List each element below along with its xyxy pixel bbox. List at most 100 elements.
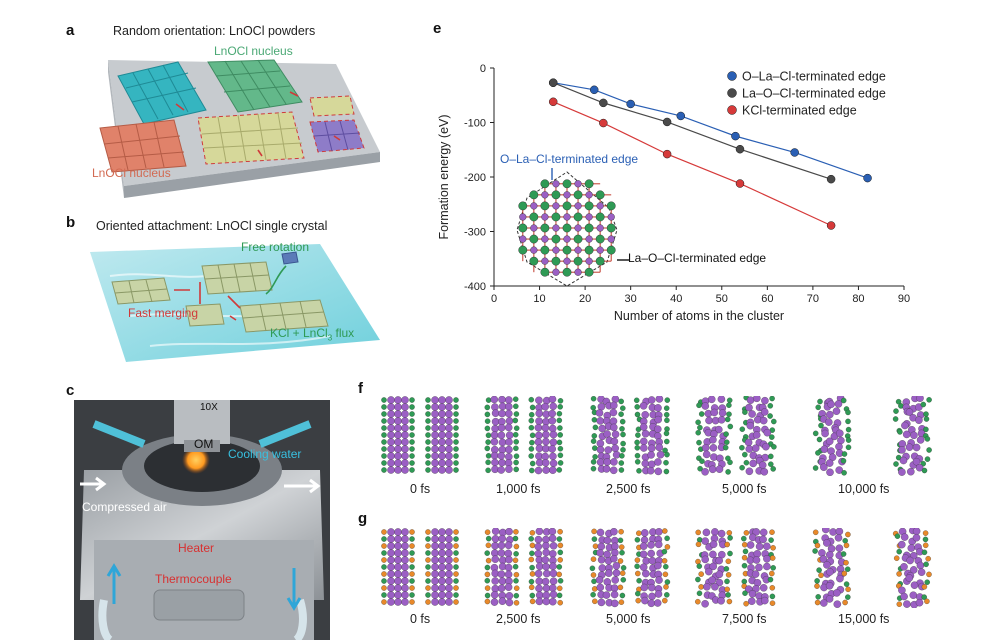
md-atom (425, 446, 431, 452)
md-atom (549, 466, 557, 474)
md-atom (513, 466, 519, 473)
md-atom (409, 585, 415, 591)
md-atom (381, 397, 387, 403)
md-atom (490, 591, 499, 599)
md-atom (453, 543, 459, 549)
md-atom (726, 397, 733, 404)
md-atom (763, 542, 771, 551)
md-atom (505, 445, 513, 454)
md-atom (816, 436, 823, 443)
md-atom (696, 402, 702, 409)
md-atom (512, 431, 519, 438)
md-atom (394, 417, 402, 425)
md-atom (915, 403, 923, 411)
md-atom (661, 548, 668, 555)
md-atom (590, 438, 597, 444)
md-atom (715, 578, 724, 587)
md-atom (490, 438, 499, 446)
md-atom (769, 585, 776, 591)
flux-label-text: KCl + LnCl (270, 326, 328, 340)
md-atom (445, 528, 453, 536)
md-atom (542, 437, 550, 446)
substrate-side (124, 152, 380, 198)
md-atom (715, 570, 724, 579)
md-atom (698, 571, 704, 577)
formation-energy-chart: 0 10 20 30 40 50 60 70 80 90 0 -100 -200 -300 -400 Numb… (437, 63, 910, 323)
data-point (599, 98, 608, 108)
md-atom (711, 583, 719, 591)
md-atom (596, 445, 605, 454)
legend-entry-2: KCl-terminated edge (742, 104, 857, 118)
md-atom (513, 592, 520, 599)
md-atom (907, 544, 916, 552)
md-atom (409, 599, 415, 605)
md-atom (431, 577, 439, 585)
inset-bottom-label: La–O–Cl-terminated edge (628, 251, 767, 265)
md-atom (845, 418, 851, 425)
md-atom (817, 398, 823, 405)
md-atom (909, 566, 918, 574)
md-atom (910, 581, 919, 589)
md-atom (512, 535, 519, 542)
snapshot-0 (381, 528, 459, 606)
md-atom (513, 543, 520, 550)
md-atom (556, 585, 563, 592)
md-atom (542, 541, 550, 550)
atom (607, 213, 615, 221)
md-atom (490, 431, 499, 439)
md-atom (490, 451, 499, 460)
md-atom (453, 578, 459, 584)
atom (562, 201, 572, 211)
md-atom (654, 404, 662, 412)
md-atom (528, 536, 534, 542)
md-atom (770, 545, 776, 551)
md-atom (541, 424, 550, 432)
md-atom (497, 431, 506, 440)
snapshot-3 (695, 394, 777, 476)
md-atom (915, 416, 923, 424)
md-atom (438, 445, 446, 453)
md-atom (401, 466, 409, 474)
md-atom (769, 395, 775, 402)
md-atom (654, 415, 662, 424)
md-atom (610, 584, 619, 592)
md-atom (445, 396, 453, 404)
g-time-3: 7,500 fs (722, 612, 767, 626)
merging-arrows (174, 282, 241, 321)
md-atom (840, 551, 847, 557)
md-atom (484, 571, 491, 578)
md-atom (438, 591, 446, 599)
md-atom (394, 424, 402, 432)
md-atom (701, 555, 709, 564)
md-atom (387, 577, 395, 585)
md-atom (695, 419, 701, 426)
y-tick-label: -200 (464, 172, 486, 184)
snapshot-2 (589, 527, 671, 608)
md-atom (542, 584, 551, 593)
md-atom (425, 564, 431, 570)
panel-c-label: c (66, 382, 75, 399)
md-atom (438, 438, 446, 446)
md-atom (505, 555, 513, 564)
md-atom (663, 405, 670, 411)
md-atom (647, 396, 656, 404)
md-atom (727, 459, 733, 466)
md-atom (705, 416, 713, 425)
md-atom (394, 591, 402, 599)
heater-glow (182, 446, 210, 474)
md-atom (445, 466, 453, 474)
rotating-block (281, 251, 299, 265)
md-atom (894, 533, 901, 539)
md-atom (912, 443, 921, 452)
atom (529, 256, 539, 266)
md-atom (760, 408, 769, 416)
snapshot-1 (484, 527, 564, 607)
md-atom (504, 570, 513, 579)
md-atom (541, 452, 549, 461)
md-atom (901, 421, 909, 430)
md-atom (717, 597, 725, 605)
md-atom (641, 596, 649, 605)
md-atom (664, 397, 671, 403)
md-atom (701, 444, 710, 452)
nucleus-label-bottom: LnOCl nucleus (92, 166, 171, 180)
